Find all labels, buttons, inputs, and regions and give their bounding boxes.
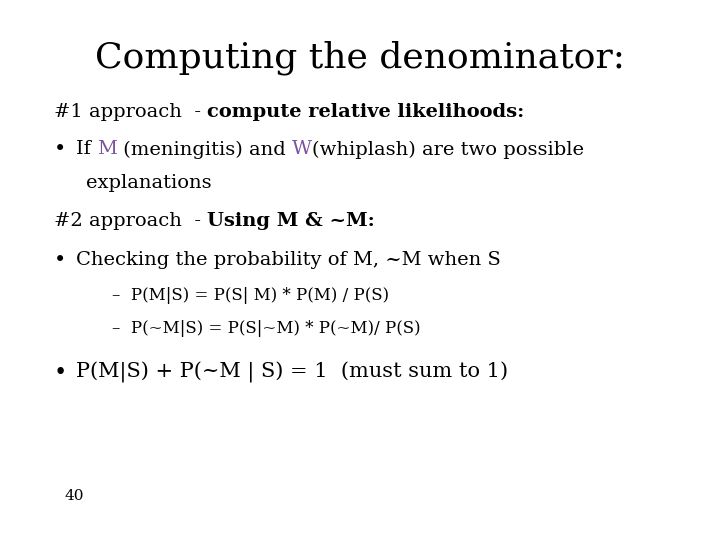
Text: Checking the probability of M, ~M when S: Checking the probability of M, ~M when S [76, 251, 500, 269]
Text: W: W [292, 140, 312, 158]
Text: (whiplash) are two possible: (whiplash) are two possible [312, 140, 584, 159]
Text: 40: 40 [65, 489, 84, 503]
Text: #2 approach  -: #2 approach - [54, 212, 207, 230]
Text: M: M [96, 140, 117, 158]
Text: If: If [76, 140, 96, 158]
Text: Using M & ~M:: Using M & ~M: [207, 212, 375, 230]
Text: –  P(~M|S) = P(S|~M) * P(~M)/ P(S): – P(~M|S) = P(S|~M) * P(~M)/ P(S) [112, 320, 420, 336]
Text: compute relative likelihoods:: compute relative likelihoods: [207, 103, 524, 120]
Text: •: • [54, 251, 66, 270]
Text: P(M|S) + P(~M | S) = 1  (must sum to 1): P(M|S) + P(~M | S) = 1 (must sum to 1) [76, 362, 508, 383]
Text: (meningitis) and: (meningitis) and [117, 140, 292, 159]
Text: Computing the denominator:: Computing the denominator: [95, 40, 625, 75]
Text: •: • [54, 362, 67, 384]
Text: explanations: explanations [86, 174, 212, 192]
Text: #1 approach  -: #1 approach - [54, 103, 207, 120]
Text: –  P(M|S) = P(S| M) * P(M) / P(S): – P(M|S) = P(S| M) * P(M) / P(S) [112, 287, 389, 304]
Text: •: • [54, 140, 66, 159]
